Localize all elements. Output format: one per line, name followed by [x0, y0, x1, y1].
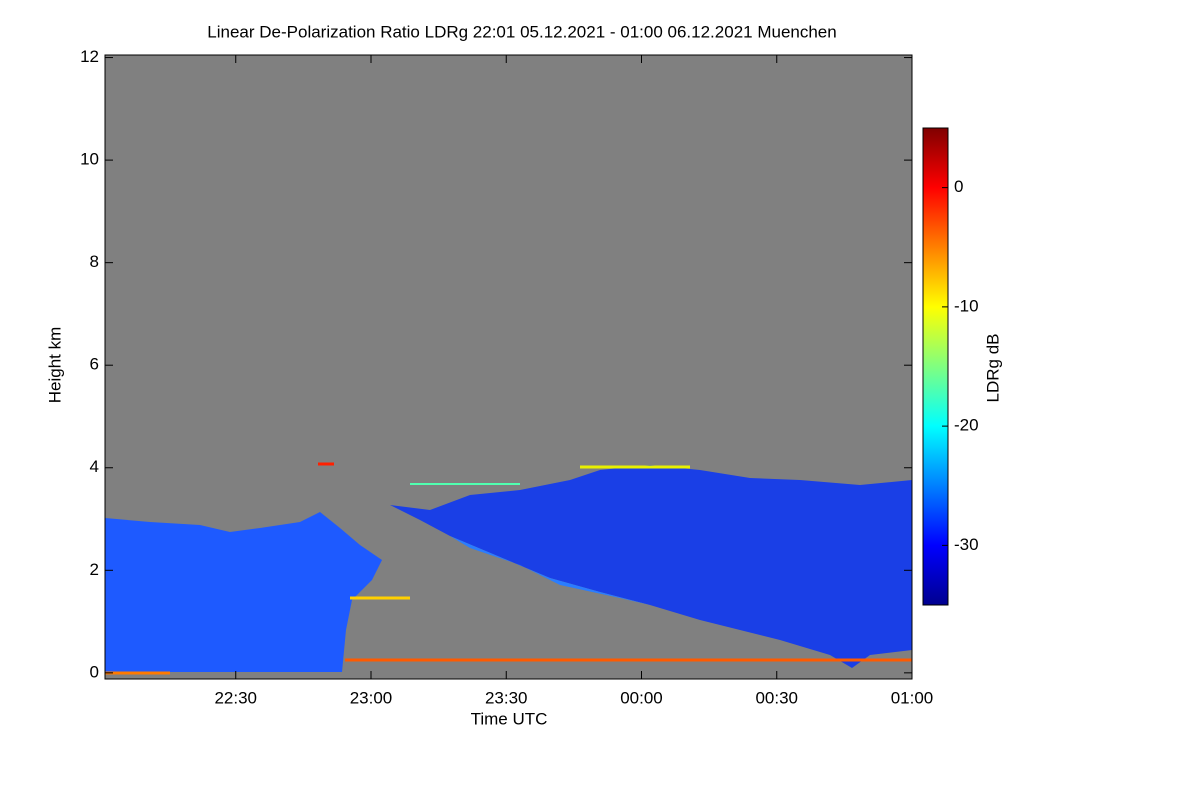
x-axis-label: Time UTC: [471, 709, 548, 728]
x-tick-label: 23:00: [350, 688, 393, 707]
cloud-region: [105, 512, 382, 672]
y-tick-label: 0: [90, 662, 99, 681]
x-tick-label: 00:00: [620, 688, 663, 707]
plot-frame: [104, 54, 913, 680]
x-tick-label: 23:30: [485, 688, 528, 707]
colorbar-tick-label: 0: [954, 177, 963, 196]
x-tick-label: 00:30: [755, 688, 798, 707]
colorbar-label: LDRg dB: [983, 334, 1002, 403]
chart-title: Linear De-Polarization Ratio LDRg 22:01 …: [207, 22, 836, 41]
colorbar: [922, 127, 949, 606]
colorbar-tick-label: -20: [954, 416, 979, 435]
y-tick-label: 4: [90, 457, 99, 476]
y-tick-label: 10: [80, 150, 99, 169]
colorbar-tick-label: -30: [954, 535, 979, 554]
y-tick-label: 6: [90, 355, 99, 374]
fallstreak-region: [390, 465, 912, 668]
x-tick-label: 22:30: [214, 688, 257, 707]
y-tick-label: 12: [80, 47, 99, 66]
ldr-field: [105, 462, 912, 675]
y-tick-label: 8: [90, 252, 99, 271]
x-tick-label: 01:00: [891, 688, 934, 707]
y-axis-label: Height km: [45, 327, 64, 404]
y-tick-label: 2: [90, 560, 99, 579]
colorbar-tick-label: -10: [954, 296, 979, 315]
